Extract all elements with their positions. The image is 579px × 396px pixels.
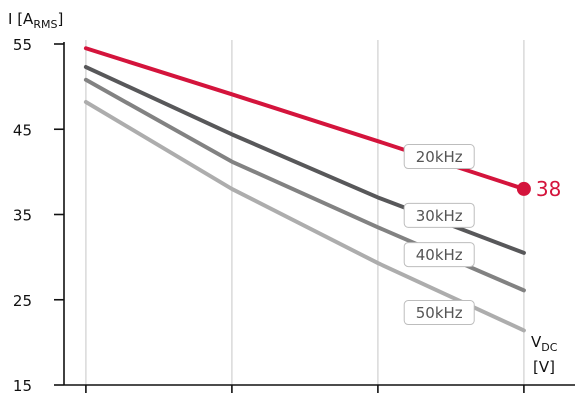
end-marker-label: 38 (536, 177, 561, 201)
ticks-layer: 15 25 35 45 55 (13, 36, 525, 395)
labels-layer: 20kHz 30kHz 40kHz 50kHz 38 (403, 144, 561, 326)
series-label-20kHz: 20kHz (416, 148, 463, 166)
y-tick-label: 25 (13, 292, 32, 310)
series-label-box-40kHz (403, 242, 475, 268)
axes-layer (63, 42, 575, 386)
x-axis-title-sub: DC (541, 341, 557, 354)
x-axis-title-main: V (531, 333, 542, 351)
x-axis-unit: [V] (533, 358, 555, 376)
series-label-box-30kHz (403, 202, 475, 228)
series-label-30kHz: 30kHz (416, 207, 463, 225)
y-axis-title: I [ARMS] (8, 10, 63, 31)
series-label-box-50kHz (403, 300, 475, 326)
series-label-50kHz: 50kHz (416, 304, 463, 322)
series-label-40kHz: 40kHz (416, 246, 463, 264)
series-line-50kHz (83, 99, 526, 333)
series-layer (83, 46, 526, 333)
y-tick-label: 45 (13, 121, 32, 139)
y-axis-title-main: I [A (8, 10, 34, 28)
y-tick-label: 55 (13, 36, 32, 54)
end-marker-dot (516, 181, 531, 196)
y-tick-label: 15 (13, 377, 32, 395)
y-axis-title-close: ] (57, 10, 63, 28)
y-tick-label: 35 (13, 207, 32, 225)
grid-layer (85, 40, 525, 385)
y-axis-title-sub: RMS (33, 18, 57, 31)
series-label-box-20kHz (403, 144, 475, 170)
x-axis-title: VDC (531, 333, 558, 354)
